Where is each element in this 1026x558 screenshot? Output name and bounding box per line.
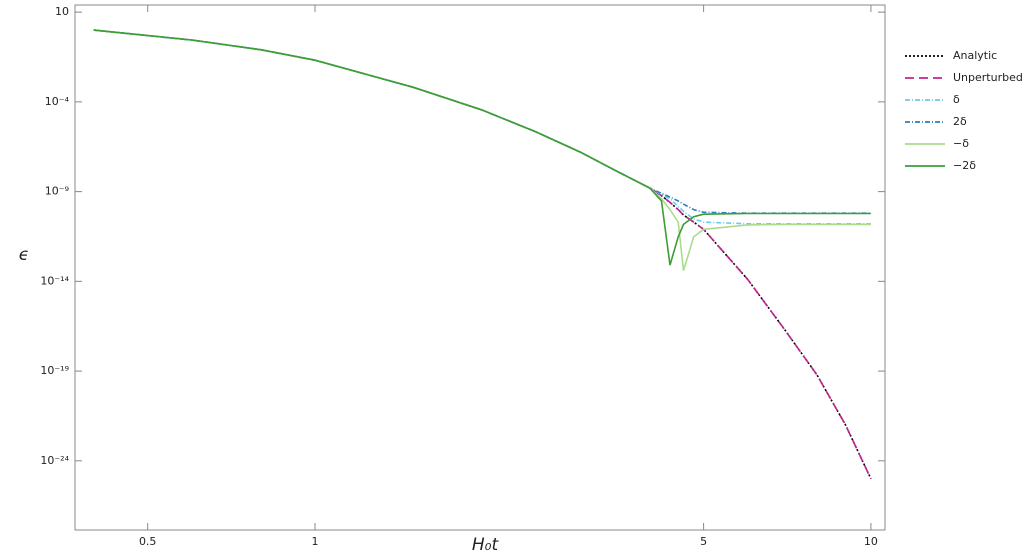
series-line <box>93 29 871 266</box>
x-tick-label: 0.5 <box>139 535 157 548</box>
y-axis-label: ϵ <box>19 245 29 265</box>
legend-label: Unperturbed <box>953 71 1023 84</box>
series-line <box>93 29 871 225</box>
legend-label: −δ <box>953 137 969 150</box>
y-tick-label: 10⁻¹⁹ <box>40 364 69 377</box>
y-tick-label: 10⁻⁴ <box>45 95 70 108</box>
series-line <box>93 29 871 214</box>
y-tick-label: 10⁻²⁴ <box>40 454 69 467</box>
plot-frame <box>74 4 886 531</box>
series-line <box>93 29 872 480</box>
y-tick-label: 10⁻¹⁴ <box>40 274 69 287</box>
x-tick-label: 1 <box>312 535 319 548</box>
x-axis-label: H₀t <box>472 535 500 555</box>
x-tick-label: 10 <box>864 535 878 548</box>
legend-label: −2δ <box>953 159 976 172</box>
y-tick-label: 10⁻⁹ <box>45 185 69 198</box>
legend-label: Analytic <box>953 49 997 62</box>
series-line <box>93 29 872 480</box>
y-tick-label: 10 <box>55 5 69 18</box>
series-line <box>93 29 871 271</box>
legend-label: 2δ <box>953 115 967 128</box>
legend-label: δ <box>953 93 960 106</box>
x-tick-label: 5 <box>700 535 707 548</box>
